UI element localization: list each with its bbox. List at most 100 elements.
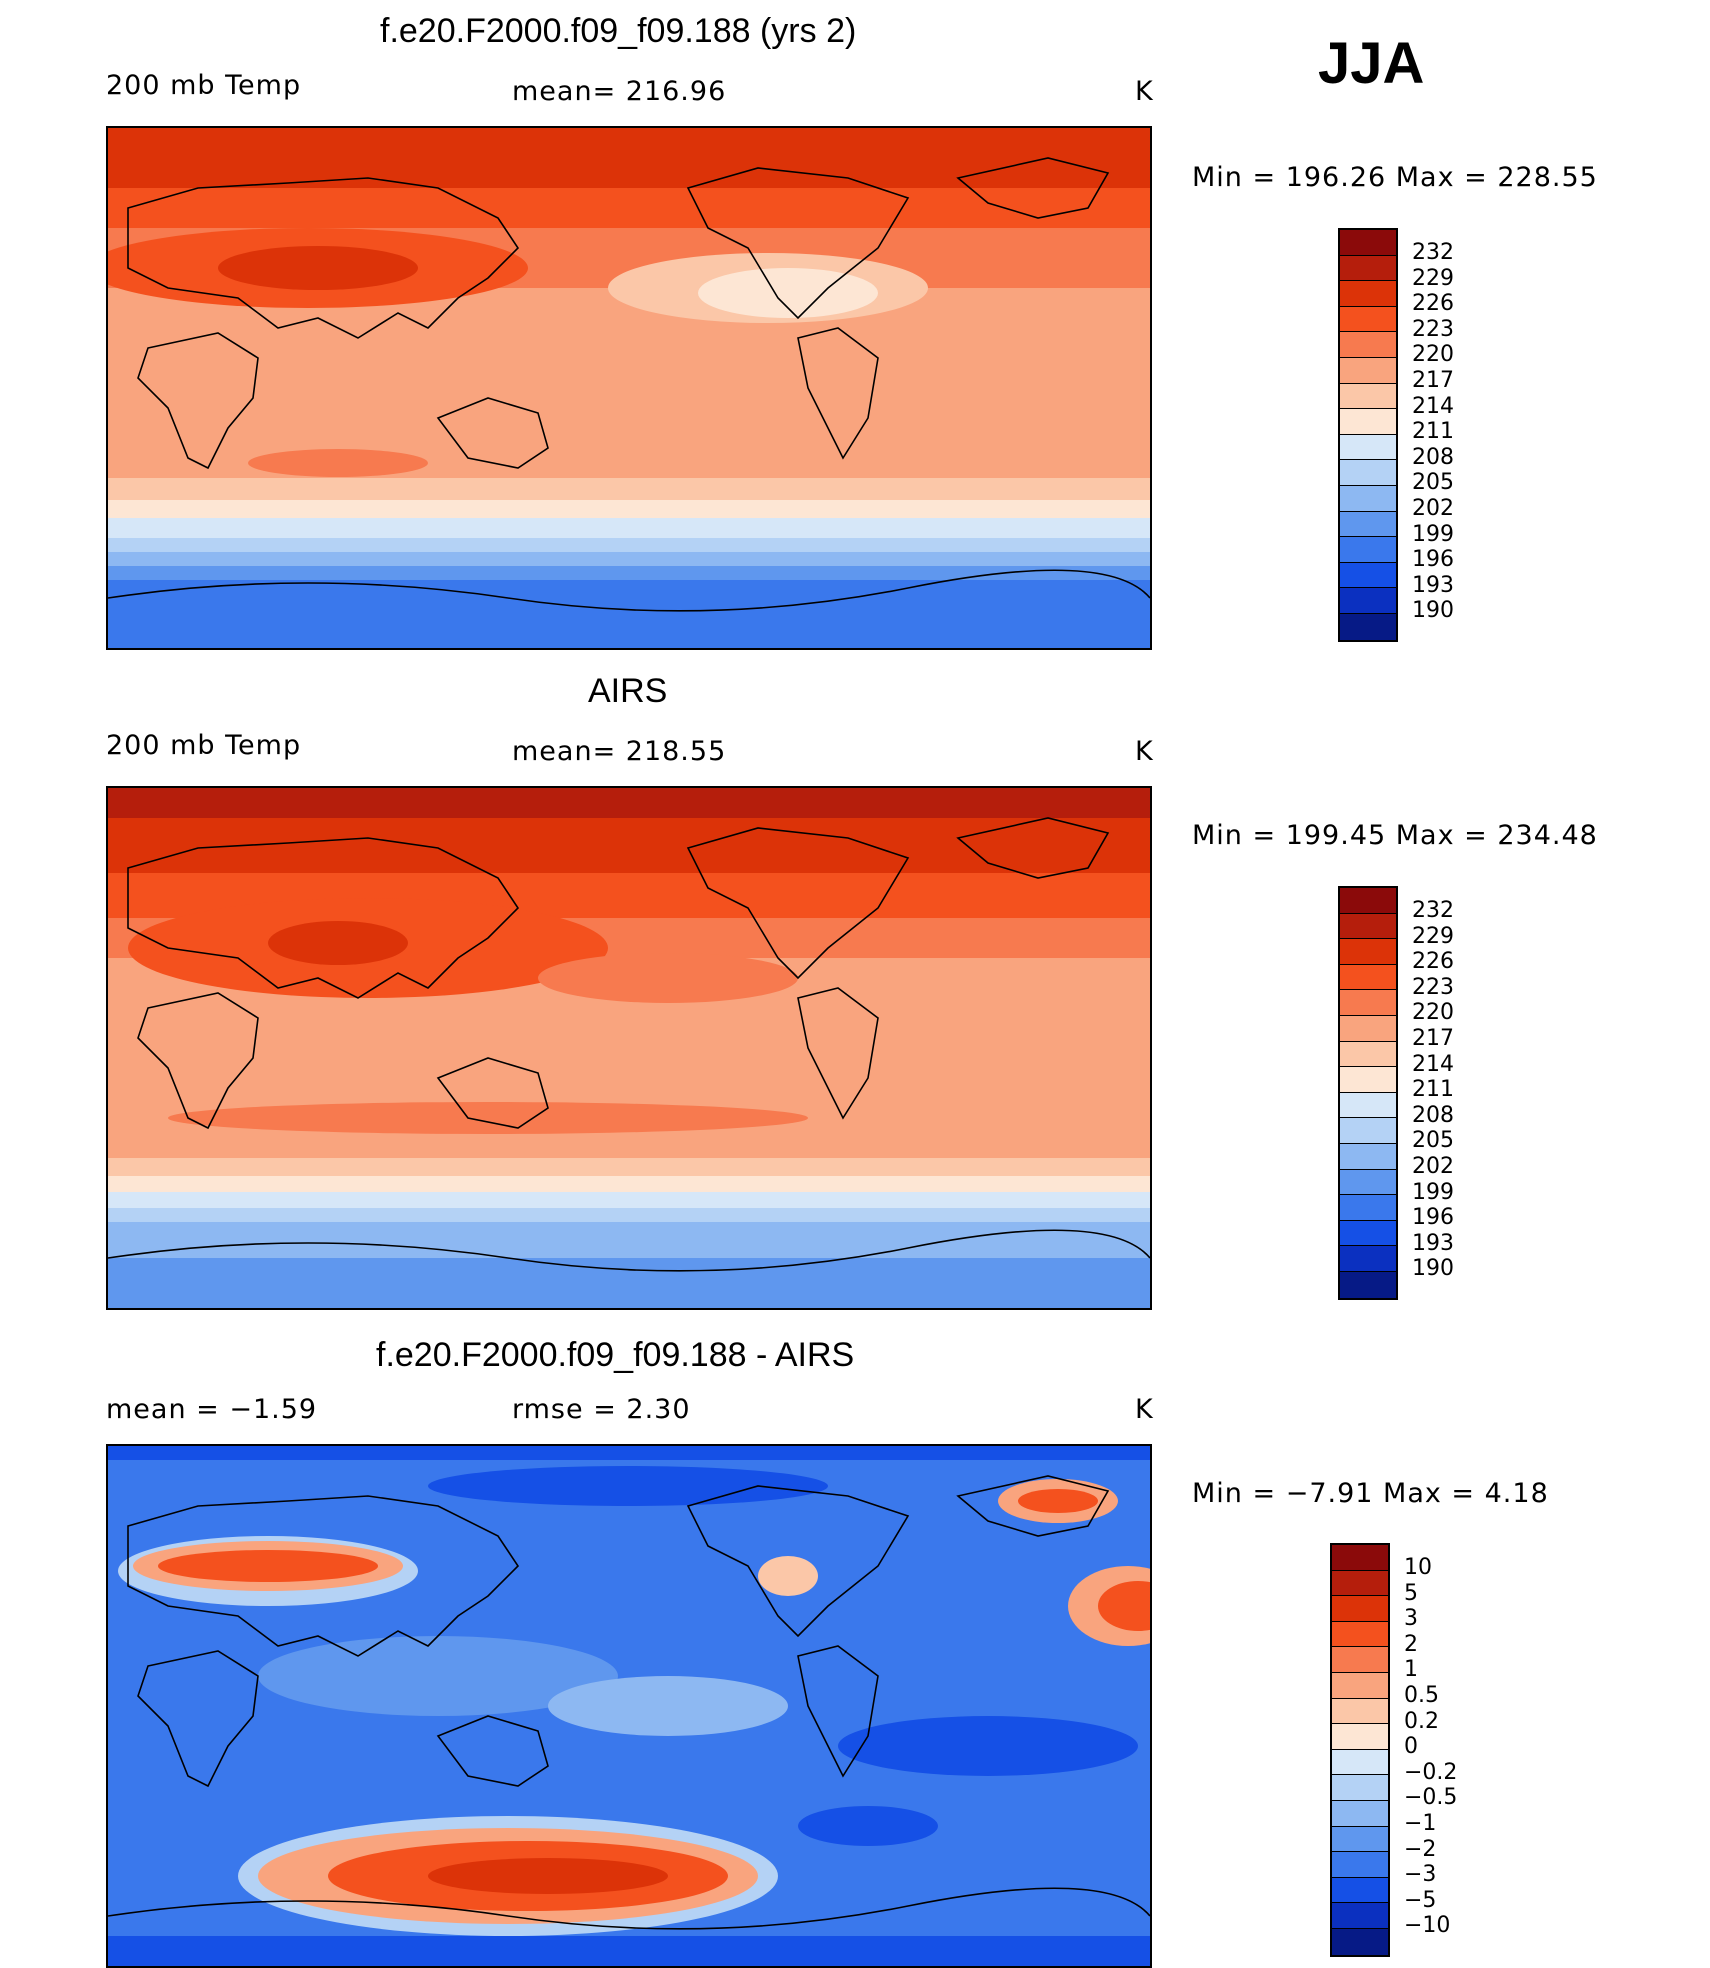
tick-label: 226	[1412, 291, 1454, 317]
tick-label: 193	[1412, 1230, 1454, 1256]
panel1-colorbar-swatch	[1340, 537, 1396, 563]
tick-label: 193	[1412, 572, 1454, 598]
panel2-colorbar-swatch	[1340, 1015, 1396, 1042]
tick-label: 196	[1412, 547, 1454, 573]
panel1-units: K	[1135, 76, 1154, 107]
panel3-colorbar-swatch	[1332, 1647, 1388, 1673]
panel1-colorbar-swatch	[1340, 306, 1396, 333]
tick-label: 196	[1412, 1205, 1454, 1231]
panel3-colorbar-swatch	[1332, 1672, 1388, 1699]
tick-label: 0.5	[1404, 1682, 1439, 1708]
tick-label: 199	[1412, 1179, 1454, 1205]
panel2-title: AIRS	[588, 672, 668, 710]
tick-label: 211	[1412, 1077, 1454, 1103]
panel1-colorbar-swatch	[1340, 255, 1396, 282]
panel2-map	[106, 786, 1152, 1310]
panel2-colorbar-swatch	[1340, 1067, 1396, 1093]
panel1-title: f.e20.F2000.f09_f09.188 (yrs 2)	[380, 12, 857, 50]
tick-label: 3	[1404, 1606, 1418, 1632]
panel1-colorbar-swatch	[1340, 332, 1396, 358]
panel3-colorbar-swatch	[1332, 1826, 1388, 1853]
tick-label: 190	[1412, 598, 1454, 624]
panel3-colorbar-swatch	[1332, 1852, 1388, 1878]
tick-label: 226	[1412, 949, 1454, 975]
tick-label: 208	[1412, 444, 1454, 470]
tick-label: 223	[1412, 316, 1454, 342]
tick-label: −5	[1404, 1887, 1437, 1913]
panel1-colorbar-swatch	[1340, 613, 1396, 640]
tick-label: 232	[1412, 240, 1454, 265]
panel2-colorbar-swatch	[1340, 1092, 1396, 1119]
panel2-colorbar-swatch	[1340, 1246, 1396, 1272]
season-label: JJA	[1318, 31, 1425, 96]
panel2-colorbar-swatch	[1340, 1271, 1396, 1298]
tick-label: 208	[1412, 1102, 1454, 1128]
panel1-colorbar-swatch	[1340, 281, 1396, 307]
panel3-colorbar-swatch	[1332, 1545, 1388, 1571]
panel1-map	[106, 126, 1152, 650]
tick-label: −2	[1404, 1836, 1437, 1862]
tick-label: −1	[1404, 1810, 1437, 1836]
panel2-units: K	[1135, 736, 1154, 767]
panel3-colorbar-swatch	[1332, 1596, 1388, 1622]
panel2-minmax: Min = 199.45 Max = 234.48	[1192, 820, 1598, 851]
tick-label: 10	[1404, 1555, 1432, 1580]
panel3-units: K	[1135, 1394, 1154, 1425]
tick-label: 217	[1412, 1025, 1454, 1051]
tick-label: 205	[1412, 1128, 1454, 1154]
panel2-colorbar-swatch	[1340, 913, 1396, 940]
panel1-colorbar	[1338, 228, 1398, 642]
panel2-colorbar-swatch	[1340, 1041, 1396, 1068]
panel3-title: f.e20.F2000.f09_f09.188 - AIRS	[376, 1336, 855, 1374]
panel2-colorbar-swatch	[1340, 1195, 1396, 1221]
panel1-colorbar-swatch	[1340, 230, 1396, 256]
tick-label: −10	[1404, 1913, 1451, 1939]
tick-label: 220	[1412, 1000, 1454, 1026]
panel1-variable-label: 200 mb Temp	[106, 70, 302, 101]
tick-label: 214	[1412, 1051, 1454, 1077]
panel3-colorbar-swatch	[1332, 1800, 1388, 1827]
panel3-minmax: Min = −7.91 Max = 4.18	[1192, 1478, 1549, 1509]
tick-label: 199	[1412, 521, 1454, 547]
tick-label: 232	[1412, 898, 1454, 923]
panel1-colorbar-swatch	[1340, 511, 1396, 538]
panel3-colorbar-swatch	[1332, 1928, 1388, 1955]
panel2-colorbar-swatch	[1340, 1169, 1396, 1196]
tick-label: 214	[1412, 393, 1454, 419]
panel3-colorbar-swatch	[1332, 1570, 1388, 1597]
panel2-mean-label: mean= 218.55	[512, 736, 727, 767]
panel1-colorbar-ticks: 232 229 226 223 220 217 214 211 208 205 …	[1412, 240, 1454, 624]
panel1-mean-label: mean= 216.96	[512, 76, 727, 107]
panel3-colorbar-swatch	[1332, 1903, 1388, 1929]
panel1-colorbar-swatch	[1340, 409, 1396, 435]
panel2-colorbar	[1338, 886, 1398, 1300]
panel1-minmax: Min = 196.26 Max = 228.55	[1192, 162, 1598, 193]
panel1-colorbar-swatch	[1340, 562, 1396, 589]
tick-label: 202	[1412, 1153, 1454, 1179]
panel3-mean-label: mean = −1.59	[106, 1394, 318, 1425]
tick-label: 211	[1412, 419, 1454, 445]
panel3-colorbar-swatch	[1332, 1749, 1388, 1776]
panel2-colorbar-swatch	[1340, 939, 1396, 965]
panel3-colorbar-swatch	[1332, 1698, 1388, 1725]
panel1-colorbar-swatch	[1340, 357, 1396, 384]
panel2-colorbar-swatch	[1340, 964, 1396, 991]
panel2-colorbar-swatch	[1340, 1118, 1396, 1144]
panel3-colorbar-swatch	[1332, 1621, 1388, 1648]
panel3-map	[106, 1444, 1152, 1968]
panel2-colorbar-swatch	[1340, 1143, 1396, 1170]
tick-label: −0.2	[1404, 1759, 1458, 1785]
tick-label: 217	[1412, 367, 1454, 393]
panel3-colorbar-swatch	[1332, 1724, 1388, 1750]
panel3-colorbar-ticks: 10 5 3 2 1 0.5 0.2 0 −0.2 −0.5 −1 −2 −3 …	[1404, 1555, 1457, 1939]
tick-label: −3	[1404, 1862, 1437, 1888]
panel3-colorbar	[1330, 1543, 1390, 1957]
tick-label: 229	[1412, 923, 1454, 949]
tick-label: 202	[1412, 495, 1454, 521]
tick-label: 0.2	[1404, 1708, 1439, 1734]
tick-label: 205	[1412, 470, 1454, 496]
tick-label: 5	[1404, 1580, 1418, 1606]
tick-label: 1	[1404, 1657, 1418, 1683]
panel2-colorbar-swatch	[1340, 888, 1396, 914]
panel1-colorbar-swatch	[1340, 434, 1396, 461]
